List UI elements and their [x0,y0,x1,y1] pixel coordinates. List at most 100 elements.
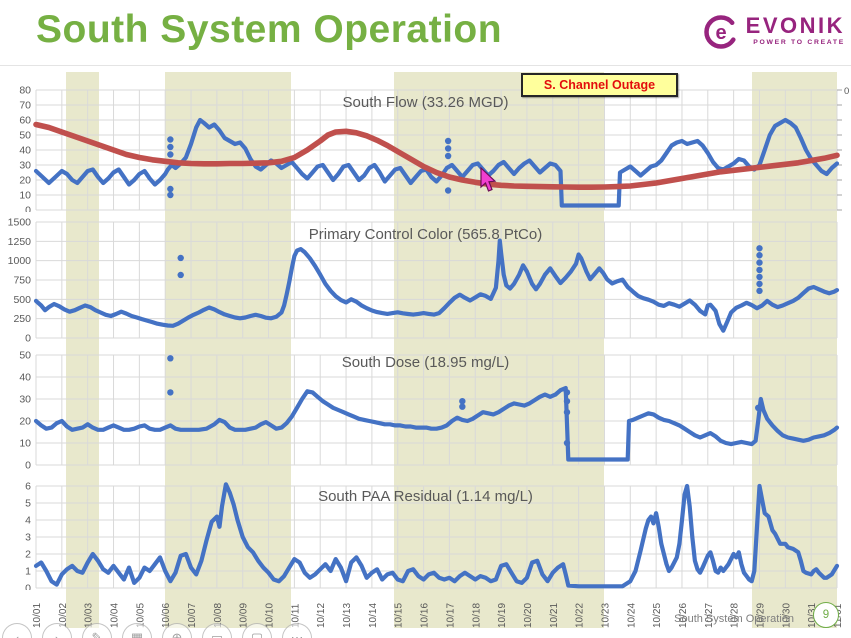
captions-button[interactable]: ▭ [202,623,232,638]
y-tick-label: 5 [25,498,31,510]
y-tick-label: 80 [19,85,31,97]
series-south-paa-residual [33,482,840,589]
logo-tagline-text: POWER TO CREATE [753,39,845,46]
chart-plot-area: 0 10 20 30 40 50 60 70 80 0 [19,85,849,213]
y-axis-labels: 0 10 20 30 40 50 [19,350,31,472]
x-tick-label: 10/30 [781,603,792,628]
y-tick-label: 10 [19,190,31,202]
x-tick-label: 10/16 [420,603,431,628]
y-tick-label: 50 [19,130,31,142]
chart-plot-area: 0 250 500 750 1000 1250 1500 [8,217,840,343]
x-tick-label: 10/06 [161,603,172,628]
x-tick-label: 10/17 [445,603,456,628]
series-flow-trend [33,121,840,190]
x-tick-label: 10/15 [394,603,405,628]
presenter-toolbar: ‹ › ✎ ▦ ⊕ ▭ ▢ ⋯ [2,623,312,638]
outlier-points [167,355,762,447]
y-tick-label: 70 [19,100,31,112]
x-tick-label: 10/25 [652,603,663,628]
x-tick-label: 10/27 [704,603,715,628]
x-tick-label: 10/23 [600,603,611,628]
series-south-flow [33,117,840,208]
y-tick-label: 3 [25,532,31,544]
series-south-dose [33,385,840,462]
chart-south-flow: 0 10 20 30 40 50 60 70 80 0 South Flow (33.26 MGD… [0,82,851,213]
page-number: 9 [822,609,830,621]
gridlines [35,354,838,466]
gridlines [35,221,838,339]
chart-south-dose: 0 10 20 30 40 50 South Dose (18.95 mg/L) [0,342,851,472]
x-tick-label: 10/20 [523,603,534,628]
x-tick-label: 10/01 [32,603,43,628]
y-tick-label: 40 [19,372,31,384]
y-tick-label: 40 [19,145,31,157]
logo-brand-text: EVONIK [745,13,845,38]
y-tick-label: 1 [25,566,31,578]
x-tick-label: 10/10 [265,603,276,628]
y-tick-label: 30 [19,160,31,172]
y-tick-label: 0 [25,460,31,472]
y-tick-label: 4 [25,515,31,527]
y-tick-label: 0 [25,333,31,343]
outage-callout-label: S. Channel Outage [543,78,656,92]
page-number-badge: 9 [813,602,839,628]
x-tick-label: 10/18 [471,603,482,628]
y-tick-label: 6 [25,481,31,493]
y-axis-labels: 0 1 2 3 4 5 6 [25,481,31,591]
mouse-cursor [480,167,497,192]
y-tick-label: 500 [13,294,31,306]
x-tick-label: 10/22 [575,603,586,628]
outage-callout: S. Channel Outage [521,73,678,97]
x-tick-label: 10/26 [678,603,689,628]
x-tick-label: 10/21 [549,603,560,628]
pen-tool-button[interactable]: ✎ [82,623,112,638]
more-options-button[interactable]: ⋯ [282,623,312,638]
x-tick-label: 10/28 [730,603,741,628]
y-tick-label: 1000 [8,255,32,267]
chart-plot-area: 0 10 20 30 40 50 [19,350,840,472]
y-tick-label: 60 [19,115,31,127]
x-tick-label: 10/29 [755,603,766,628]
y-tick-label: 10 [19,438,31,450]
x-tick-label: 10/13 [342,603,353,628]
y-tick-label: 0 [25,205,31,213]
y-tick-label: 20 [19,416,31,428]
footer-title: South System Operation [674,613,794,625]
right-axis-top-label: 0 [844,86,849,97]
y-tick-label: 1500 [8,217,32,229]
y-tick-label: 2 [25,549,31,561]
x-tick-label: 10/19 [497,603,508,628]
chart-primary-control-color: 0 250 500 750 1000 1250 1500 Primary Control C… [0,212,851,342]
see-all-slides-button[interactable]: ▦ [122,623,152,638]
x-tick-label: 10/02 [58,603,69,628]
previous-slide-button[interactable]: ‹ [2,623,32,638]
camera-button[interactable]: ▢ [242,623,272,638]
y-tick-label: 250 [13,313,31,325]
y-tick-label: 50 [19,350,31,362]
header-divider [0,65,851,66]
svg-text:e: e [715,22,726,44]
next-slide-button[interactable]: › [42,623,72,638]
y-tick-label: 0 [25,583,31,591]
gridlines [35,89,838,211]
x-tick-label: 10/04 [110,603,121,628]
zoom-tool-button[interactable]: ⊕ [162,623,192,638]
x-tick-label: 10/12 [316,603,327,628]
x-tick-label: 10/31 [807,603,818,628]
evonik-mark-icon: e [703,15,738,49]
outlier-points [167,136,452,199]
x-tick-label: 10/08 [213,603,224,628]
x-tick-label: 10/24 [626,603,637,628]
chart-plot-area: 0 1 2 3 4 5 6 [25,481,840,591]
x-tick-label: 10/07 [187,603,198,628]
x-tick-label: 10/03 [84,603,95,628]
y-tick-label: 1250 [8,236,32,248]
x-tick-label: 10/14 [368,603,379,628]
y-tick-label: 750 [13,275,31,287]
evonik-logo: e EVONIK POWER TO CREATE [703,14,845,50]
right-axis: 0 [837,86,849,211]
y-tick-label: 30 [19,394,31,406]
x-tick-label: 10/09 [239,603,250,628]
